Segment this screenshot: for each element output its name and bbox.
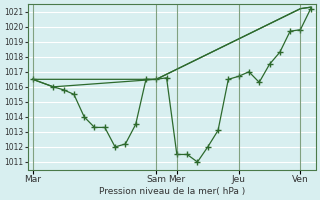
X-axis label: Pression niveau de la mer( hPa ): Pression niveau de la mer( hPa ) [99,187,245,196]
